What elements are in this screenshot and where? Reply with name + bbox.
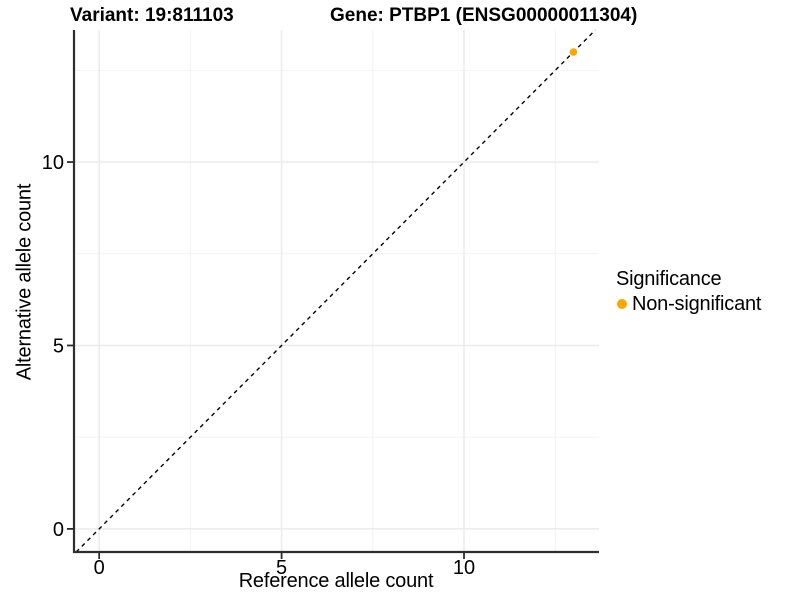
legend-item: Non-significant	[616, 293, 761, 315]
y-tick-label: 0	[53, 519, 64, 541]
legend-point-icon	[617, 299, 627, 309]
x-tick-label: 0	[94, 557, 105, 579]
identity-dashed-line	[75, 29, 596, 553]
legend-title: Significance	[616, 268, 722, 290]
legend: Significance Non-significant	[616, 268, 761, 315]
plot-title-variant: Variant: 19:811103	[70, 5, 234, 26]
y-tick-label: 5	[53, 335, 64, 357]
legend-items: Non-significant	[616, 293, 761, 315]
x-tick-label: 10	[453, 557, 475, 579]
legend-item-label: Non-significant	[632, 293, 762, 315]
plot-title-gene: Gene: PTBP1 (ENSG00000011304)	[330, 5, 638, 26]
x-tick-label: 5	[276, 557, 287, 579]
x-axis-title: Reference allele count	[238, 570, 434, 592]
y-tick-label: 10	[42, 152, 64, 174]
data-point	[569, 48, 578, 56]
y-axis-title: Alternative allele count	[13, 183, 36, 381]
